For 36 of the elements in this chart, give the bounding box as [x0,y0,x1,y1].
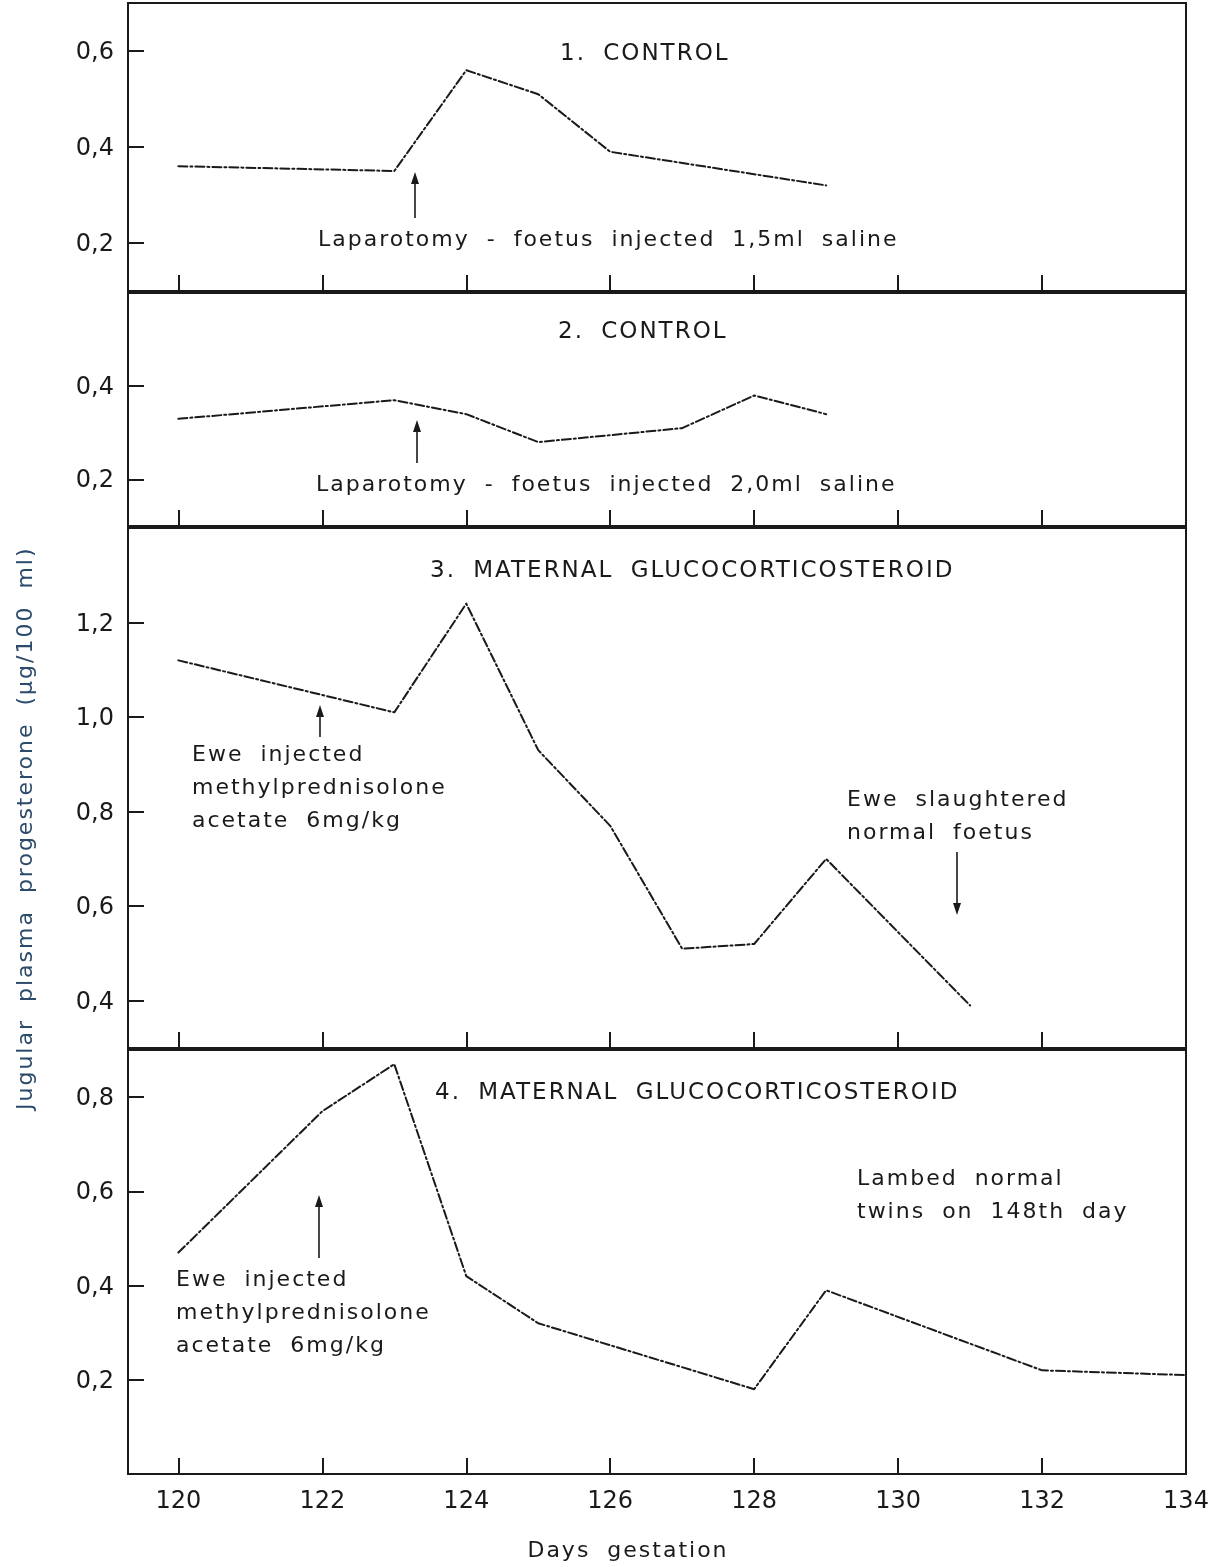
y-tick-label: 0,2 [75,465,114,494]
x-tick-label: 130 [875,1486,922,1514]
y-tick-label: 0,4 [75,133,114,161]
y-tick-label: 0,6 [75,1177,114,1206]
annotation: Ewe slaughtered normal foetus [847,785,1069,846]
y-tick-label: 0,2 [75,1365,114,1394]
x-axis-title: Days gestation [526,1536,730,1564]
y-tick-label: 0,4 [75,372,114,401]
y-axis-title: Jugular plasma progesterone (µg/100 ml) [11,546,38,1110]
line-series [177,69,828,187]
x-tick-label: 122 [299,1486,346,1514]
y-tick-label: 0,8 [75,1083,114,1112]
annotation: Ewe injected methylprednisolone acetate 6mg/kg [192,740,447,834]
x-tick-label: 126 [587,1486,634,1514]
text: 4. MATERNAL GLUCOCORTICOSTEROID [435,1077,960,1106]
text: 3. MATERNAL GLUCOCORTICOSTEROID [430,555,955,584]
y-tick-label: 1,0 [75,703,114,732]
x-tick-label: 132 [1019,1486,1065,1514]
y-tick-label: 1,2 [75,608,114,637]
y-tick-label: 0,2 [75,229,114,257]
y-tick-label: 0,6 [75,37,114,65]
annotation: Lambed normal twins on 148th day [857,1164,1129,1225]
annotation: Laparotomy - foetus injected 1,5ml saline [318,225,899,253]
x-tick-label: 124 [443,1486,490,1514]
x-tick-label: 128 [731,1486,778,1514]
y-tick-label: 0,4 [75,1271,114,1300]
y-tick-label: 0,6 [75,892,114,921]
y-tick-label: 0,4 [75,986,114,1015]
x-tick-label: 134 [1163,1486,1209,1514]
x-tick-label: 120 [155,1486,202,1514]
annotation: Laparotomy - foetus injected 2,0ml saline [316,470,897,498]
y-tick-label: 0,8 [75,797,114,826]
annotation: Ewe injected methylprednisolone acetate 6mg/kg [176,1265,431,1359]
line-series [177,394,828,444]
text: 2. CONTROL [558,316,728,345]
text: 1. CONTROL [560,38,730,67]
